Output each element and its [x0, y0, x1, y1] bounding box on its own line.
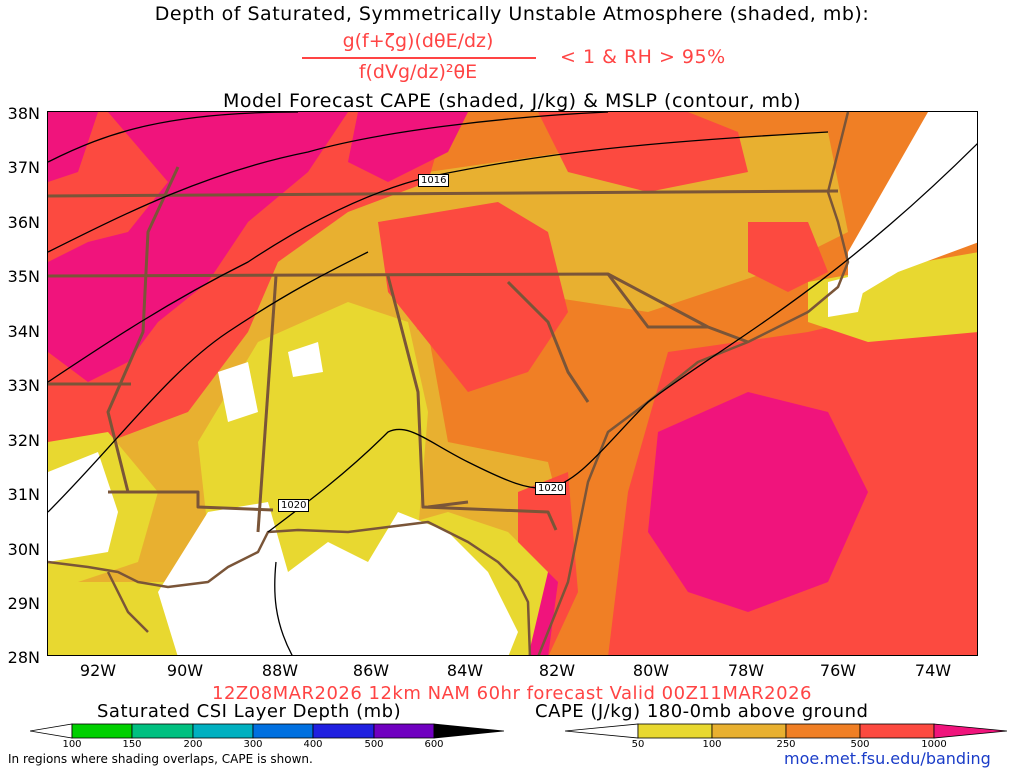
- forecast-valid-line: 12Z08MAR2026 12km NAM 60hr forecast Vali…: [212, 683, 812, 704]
- lat-label: 30N: [7, 540, 40, 559]
- cape-map: 1016 1020 1020: [47, 111, 978, 656]
- cape-tick-label: 50: [631, 739, 645, 750]
- map-canvas: [48, 112, 977, 655]
- lon-label: 82W: [538, 661, 576, 680]
- cape-legend-label: CAPE (J/kg) 180-0mb above ground: [535, 701, 869, 722]
- csi-tick-label: 500: [364, 739, 384, 750]
- csi-tick-label: 100: [62, 739, 82, 750]
- lat-label: 29N: [7, 594, 40, 613]
- csi-legend-label: Saturated CSI Layer Depth (mb): [97, 701, 402, 722]
- lat-label: 36N: [7, 213, 40, 232]
- title-line2: Model Forecast CAPE (shaded, J/kg) & MSL…: [222, 90, 802, 112]
- lat-label: 31N: [7, 485, 40, 504]
- csi-tick-label: 150: [122, 739, 142, 750]
- csi-tick-label: 600: [424, 739, 444, 750]
- lat-label: 37N: [7, 158, 40, 177]
- lon-label: 86W: [352, 661, 390, 680]
- lon-label: 84W: [446, 661, 484, 680]
- cape-tick-label: 500: [850, 739, 870, 750]
- cape-tick-label: 100: [702, 739, 722, 750]
- cape-colorbar: [565, 723, 1007, 739]
- overlap-footnote: In regions where shading overlaps, CAPE …: [8, 752, 313, 766]
- lat-label: 35N: [7, 267, 40, 286]
- isobar-label: 1020: [278, 499, 310, 512]
- lat-label: 28N: [7, 648, 40, 667]
- lat-label: 38N: [7, 104, 40, 123]
- csi-tick-label: 200: [183, 739, 203, 750]
- lon-label: 74W: [914, 661, 952, 680]
- cape-tick-label: 250: [776, 739, 796, 750]
- title-line1: Depth of Saturated, Symmetrically Unstab…: [154, 3, 870, 25]
- lon-label: 78W: [727, 661, 765, 680]
- isobar-label: 1020: [535, 482, 567, 495]
- csi-tick-label: 400: [303, 739, 323, 750]
- csi-tick-label: 300: [243, 739, 263, 750]
- lon-label: 80W: [632, 661, 670, 680]
- criterion-numerator: g(f+ζg)(dθE/dz): [342, 30, 494, 52]
- criterion-denominator: f(dVg/dz)²θE: [358, 61, 478, 83]
- isobar-label: 1016: [418, 174, 450, 187]
- lon-label: 88W: [261, 661, 299, 680]
- lat-label: 33N: [7, 376, 40, 395]
- criterion-condition: < 1 & RH > 95%: [560, 46, 726, 68]
- lon-label: 90W: [166, 661, 204, 680]
- lon-label: 92W: [79, 661, 117, 680]
- fraction-bar: [302, 57, 536, 59]
- lat-label: 34N: [7, 322, 40, 341]
- lon-label: 76W: [819, 661, 857, 680]
- source-credit: moe.met.fsu.edu/banding: [784, 749, 991, 768]
- cape-tick-label: 1000: [921, 739, 947, 750]
- lat-label: 32N: [7, 431, 40, 450]
- csi-colorbar: [30, 723, 504, 739]
